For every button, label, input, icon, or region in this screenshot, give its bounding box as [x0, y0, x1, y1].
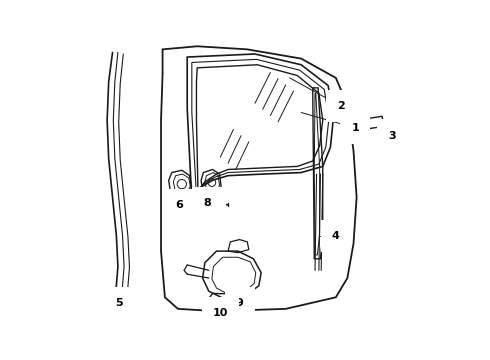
Text: 7: 7: [207, 200, 215, 210]
Text: 5: 5: [115, 298, 122, 309]
Text: 1: 1: [351, 123, 359, 133]
Text: 6: 6: [175, 200, 183, 210]
Text: 4: 4: [332, 231, 340, 241]
Text: 9: 9: [236, 298, 244, 309]
Text: 10: 10: [213, 308, 228, 318]
Text: 2: 2: [337, 101, 345, 111]
Text: 3: 3: [388, 131, 396, 141]
Text: 8: 8: [203, 198, 211, 208]
